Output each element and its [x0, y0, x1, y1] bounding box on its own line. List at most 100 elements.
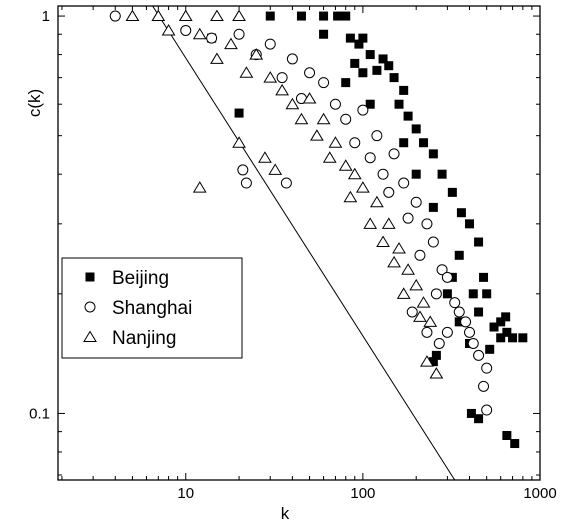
- data-point-shanghai: [460, 316, 472, 328]
- data-point-beijing: [489, 322, 499, 332]
- x-axis-title: k: [281, 504, 290, 521]
- data-point-beijing: [333, 11, 343, 21]
- data-point-nanjing: [161, 23, 176, 36]
- x-tick-label: 100: [350, 485, 375, 502]
- data-point-beijing: [341, 78, 351, 88]
- data-point-nanjing: [429, 367, 444, 379]
- data-point-nanjing: [178, 9, 193, 22]
- data-point-nanjing: [370, 195, 384, 208]
- data-point-shanghai: [449, 297, 461, 309]
- data-point-beijing: [468, 289, 478, 299]
- data-point-beijing: [419, 138, 429, 148]
- data-point-shanghai: [206, 32, 218, 44]
- data-point-shanghai: [478, 380, 490, 392]
- reference-line: [152, 6, 456, 480]
- data-point-shanghai: [430, 288, 442, 300]
- data-point-beijing: [372, 65, 382, 75]
- data-point-beijing: [428, 357, 438, 367]
- data-point-nanjing: [387, 255, 401, 268]
- data-point-beijing: [456, 208, 466, 218]
- data-point-beijing: [319, 29, 329, 39]
- data-point-shanghai: [364, 152, 376, 164]
- data-point-beijing: [465, 219, 475, 229]
- x-tick-label: 10: [177, 485, 194, 502]
- data-point-shanghai: [180, 24, 192, 36]
- data-point-shanghai: [329, 98, 341, 110]
- x-tick-label: 1000: [523, 485, 556, 502]
- data-point-beijing: [447, 187, 457, 197]
- data-point-beijing: [411, 124, 421, 134]
- data-point-nanjing: [239, 66, 254, 78]
- data-point-nanjing: [263, 71, 278, 83]
- data-point-nanjing: [192, 181, 207, 193]
- data-point-nanjing: [420, 355, 434, 367]
- data-point-nanjing: [192, 27, 207, 40]
- data-point-shanghai: [464, 326, 476, 338]
- legend-marker-shanghai: [84, 301, 96, 313]
- data-point-shanghai: [388, 148, 400, 160]
- legend-label-nanjing: Nanjing: [112, 328, 176, 349]
- data-point-nanjing: [258, 151, 272, 163]
- data-point-nanjing: [322, 151, 337, 163]
- data-point-nanjing: [224, 37, 238, 50]
- data-point-nanjing: [310, 129, 324, 141]
- data-point-nanjing: [413, 310, 427, 322]
- data-point-nanjing: [392, 242, 406, 254]
- data-point-nanjing: [232, 9, 246, 22]
- data-point-shanghai: [304, 67, 316, 79]
- series-shanghai: [109, 10, 493, 416]
- data-point-beijing: [365, 50, 375, 60]
- data-point-shanghai: [441, 326, 453, 338]
- data-point-shanghai: [436, 264, 448, 276]
- legend: Beijing Shanghai Nanjing: [61, 257, 243, 359]
- data-point-shanghai: [398, 177, 410, 189]
- data-point-beijing: [502, 431, 512, 441]
- legend-marker-nanjing: [83, 330, 97, 342]
- data-point-beijing: [442, 289, 452, 299]
- data-point-beijing: [399, 85, 409, 95]
- data-point-nanjing: [294, 112, 309, 125]
- data-point-beijing: [378, 54, 388, 64]
- data-point-beijing: [454, 317, 464, 327]
- data-point-beijing: [496, 317, 506, 327]
- data-point-nanjing: [338, 159, 353, 171]
- data-point-beijing: [518, 333, 528, 343]
- data-point-nanjing: [268, 163, 283, 175]
- data-point-shanghai: [441, 271, 453, 283]
- data-point-beijing: [474, 414, 484, 424]
- data-point-shanghai: [383, 186, 395, 198]
- data-point-beijing: [474, 237, 484, 247]
- data-point-beijing: [501, 312, 511, 322]
- y-tick-label: 0.1: [29, 405, 50, 422]
- series-nanjing: [125, 9, 444, 379]
- data-point-shanghai: [318, 77, 330, 89]
- data-point-beijing: [389, 73, 399, 83]
- data-point-shanghai: [264, 38, 276, 50]
- data-point-beijing: [265, 11, 275, 21]
- data-point-nanjing: [302, 92, 317, 104]
- data-point-shanghai: [340, 113, 352, 125]
- data-point-beijing: [479, 272, 489, 282]
- data-point-nanjing: [232, 136, 246, 148]
- data-point-shanghai: [402, 212, 414, 224]
- data-point-beijing: [502, 327, 512, 337]
- data-point-beijing: [508, 333, 518, 343]
- data-point-shanghai: [237, 164, 249, 176]
- data-point-beijing: [454, 250, 464, 260]
- data-point-shanghai: [280, 177, 292, 189]
- data-point-nanjing: [347, 167, 362, 180]
- data-point-beijing: [466, 408, 476, 418]
- data-point-beijing: [365, 99, 375, 109]
- data-point-nanjing: [401, 263, 415, 275]
- data-point-beijing: [345, 33, 355, 43]
- data-point-shanghai: [410, 196, 422, 208]
- data-point-shanghai: [240, 177, 252, 189]
- data-point-nanjing: [275, 83, 290, 96]
- data-point-beijing: [399, 138, 409, 148]
- data-point-nanjing: [409, 278, 424, 291]
- data-point-shanghai: [414, 249, 426, 261]
- data-point-beijing: [350, 58, 360, 68]
- data-point-nanjing: [285, 97, 300, 110]
- axes: 10 100 1000 0.1 1 k c(k): [25, 5, 557, 521]
